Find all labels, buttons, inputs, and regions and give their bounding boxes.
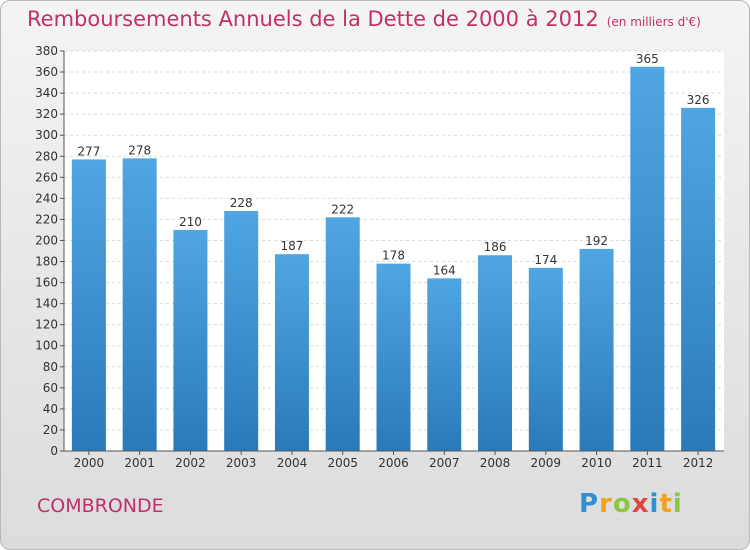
- bar: [224, 211, 259, 451]
- x-tick-label: 2003: [226, 456, 257, 470]
- data-label: 228: [230, 196, 253, 210]
- y-tick-label: 300: [35, 128, 58, 142]
- logo-letter: i: [649, 489, 660, 519]
- bar: [122, 158, 157, 452]
- x-tick-label: 2012: [683, 456, 714, 470]
- data-label: 192: [585, 234, 608, 248]
- logo-letter: r: [599, 489, 613, 519]
- logo-letter: P: [579, 489, 600, 519]
- bar: [325, 217, 360, 451]
- logo-letter: t: [659, 489, 673, 519]
- y-tick-label: 360: [35, 65, 58, 79]
- y-tick-label: 260: [35, 170, 58, 184]
- y-tick-label: 60: [43, 381, 58, 395]
- bar: [478, 255, 513, 451]
- data-label: 186: [484, 240, 507, 254]
- place-name: COMBRONDE: [37, 495, 164, 517]
- y-tick-label: 120: [35, 318, 58, 332]
- x-tick-label: 2008: [480, 456, 511, 470]
- bar: [274, 254, 309, 451]
- x-tick-label: 2010: [581, 456, 612, 470]
- bar: [681, 107, 716, 451]
- y-tick-label: 40: [43, 402, 58, 416]
- x-tick-label: 2006: [378, 456, 409, 470]
- x-tick-label: 2011: [632, 456, 663, 470]
- bar: [528, 267, 563, 451]
- data-label: 187: [281, 239, 304, 253]
- data-label: 222: [331, 202, 354, 216]
- y-tick-label: 240: [35, 191, 58, 205]
- chart-title: Remboursements Annuels de la Dette de 20…: [27, 7, 701, 31]
- y-tick-label: 160: [35, 276, 58, 290]
- x-tick-label: 2004: [277, 456, 308, 470]
- x-tick-label: 2001: [124, 456, 155, 470]
- bar: [71, 159, 106, 451]
- y-tick-label: 340: [35, 86, 58, 100]
- y-tick-label: 20: [43, 423, 58, 437]
- data-label: 174: [534, 253, 557, 267]
- bar: [427, 278, 462, 451]
- y-tick-label: 320: [35, 107, 58, 121]
- y-tick-label: 200: [35, 233, 58, 247]
- x-tick-label: 2002: [175, 456, 206, 470]
- data-label: 210: [179, 215, 202, 229]
- y-tick-label: 100: [35, 339, 58, 353]
- bar: [579, 248, 614, 451]
- y-tick-label: 0: [50, 444, 58, 458]
- y-tick-label: 280: [35, 149, 58, 163]
- x-tick-label: 2000: [74, 456, 105, 470]
- proxiti-logo: Proxiti: [579, 489, 683, 519]
- data-label: 326: [687, 93, 710, 107]
- y-tick-label: 180: [35, 255, 58, 269]
- bar: [376, 263, 411, 451]
- x-tick-label: 2007: [429, 456, 460, 470]
- bar: [173, 229, 208, 451]
- logo-letter: x: [631, 489, 650, 519]
- data-label: 164: [433, 263, 456, 277]
- data-label: 178: [382, 249, 405, 263]
- x-tick-label: 2009: [531, 456, 562, 470]
- y-tick-label: 220: [35, 212, 58, 226]
- chart-title-main: Remboursements Annuels de la Dette de 20…: [27, 7, 599, 31]
- data-label: 277: [77, 144, 100, 158]
- data-label: 278: [128, 143, 151, 157]
- x-tick-label: 2005: [327, 456, 358, 470]
- y-tick-label: 80: [43, 360, 58, 374]
- bar: [630, 66, 665, 451]
- logo-letter: o: [612, 489, 632, 519]
- chart-title-unit: (en milliers d'€): [606, 15, 701, 29]
- y-tick-label: 140: [35, 297, 58, 311]
- data-label: 365: [636, 52, 659, 66]
- y-tick-label: 380: [35, 44, 58, 58]
- logo-letter: i: [672, 489, 683, 519]
